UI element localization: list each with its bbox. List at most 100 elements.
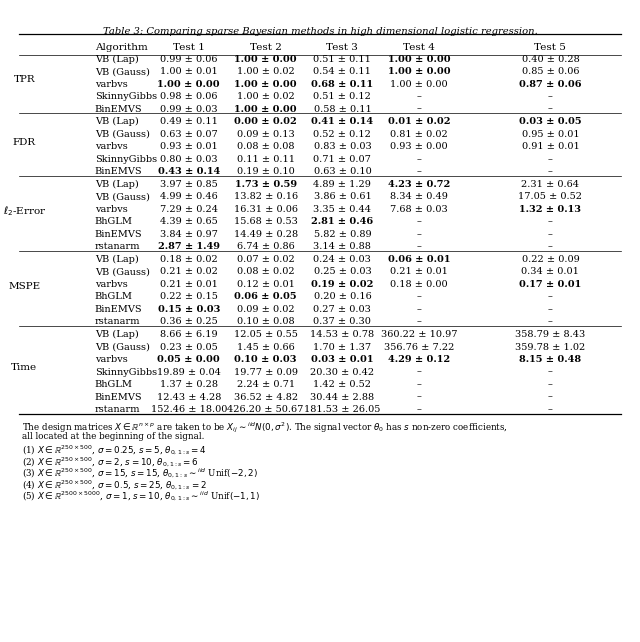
Text: VB (Lap): VB (Lap) xyxy=(95,55,138,64)
Text: 360.22 ± 10.97: 360.22 ± 10.97 xyxy=(381,330,458,339)
Text: 1.45 ± 0.66: 1.45 ± 0.66 xyxy=(237,343,294,352)
Text: The design matrices $X \in \mathbb{R}^{n \times p}$ are taken to be $X_{ij} \sim: The design matrices $X \in \mathbb{R}^{n… xyxy=(22,421,508,435)
Text: 8.34 ± 0.49: 8.34 ± 0.49 xyxy=(390,193,448,202)
Text: SkinnyGibbs: SkinnyGibbs xyxy=(95,155,157,164)
Text: 0.08 ± 0.08: 0.08 ± 0.08 xyxy=(237,143,294,152)
Text: 0.03 ± 0.01: 0.03 ± 0.01 xyxy=(311,355,374,364)
Text: 0.03 ± 0.05: 0.03 ± 0.05 xyxy=(519,117,582,126)
Text: Test 1: Test 1 xyxy=(173,43,205,52)
Text: 0.87 ± 0.06: 0.87 ± 0.06 xyxy=(519,80,582,89)
Text: 0.99 ± 0.06: 0.99 ± 0.06 xyxy=(160,55,218,64)
Text: 0.05 ± 0.00: 0.05 ± 0.00 xyxy=(157,355,220,364)
Text: FDR: FDR xyxy=(13,137,36,147)
Text: 0.81 ± 0.02: 0.81 ± 0.02 xyxy=(390,130,448,139)
Text: 3.14 ± 0.88: 3.14 ± 0.88 xyxy=(314,243,371,252)
Text: MSPE: MSPE xyxy=(8,282,40,291)
Text: –: – xyxy=(417,167,422,177)
Text: 1.73 ± 0.59: 1.73 ± 0.59 xyxy=(234,180,297,189)
Text: –: – xyxy=(417,155,422,164)
Text: 0.00 ± 0.02: 0.00 ± 0.02 xyxy=(234,117,297,126)
Text: 0.11 ± 0.11: 0.11 ± 0.11 xyxy=(237,155,294,164)
Text: varbvs: varbvs xyxy=(95,143,127,152)
Text: 1.42 ± 0.52: 1.42 ± 0.52 xyxy=(314,380,371,389)
Text: –: – xyxy=(417,367,422,377)
Text: 1.32 ± 0.13: 1.32 ± 0.13 xyxy=(520,205,581,214)
Text: 0.37 ± 0.30: 0.37 ± 0.30 xyxy=(314,318,371,327)
Text: 2.81 ± 0.46: 2.81 ± 0.46 xyxy=(311,217,374,227)
Text: 0.85 ± 0.06: 0.85 ± 0.06 xyxy=(522,67,579,76)
Text: (4) $X \in \mathbb{R}^{250 \times 500}$, $\sigma = 0.5$, $s = 25$, $\theta_{0,1:: (4) $X \in \mathbb{R}^{250 \times 500}$,… xyxy=(22,478,207,492)
Text: 19.89 ± 0.04: 19.89 ± 0.04 xyxy=(157,367,221,377)
Text: –: – xyxy=(417,105,422,114)
Text: 0.83 ± 0.03: 0.83 ± 0.03 xyxy=(314,143,371,152)
Text: 0.22 ± 0.09: 0.22 ± 0.09 xyxy=(522,255,579,264)
Text: 358.79 ± 8.43: 358.79 ± 8.43 xyxy=(515,330,586,339)
Text: 0.01 ± 0.02: 0.01 ± 0.02 xyxy=(388,117,451,126)
Text: Test 3: Test 3 xyxy=(326,43,358,52)
Text: –: – xyxy=(548,393,553,402)
Text: 0.24 ± 0.03: 0.24 ± 0.03 xyxy=(314,255,371,264)
Text: 0.51 ± 0.11: 0.51 ± 0.11 xyxy=(314,55,371,64)
Text: 4.39 ± 0.65: 4.39 ± 0.65 xyxy=(160,217,218,227)
Text: 1.00 ± 0.00: 1.00 ± 0.00 xyxy=(388,55,451,64)
Text: 0.08 ± 0.02: 0.08 ± 0.02 xyxy=(237,267,294,277)
Text: TPR: TPR xyxy=(13,75,35,84)
Text: 0.40 ± 0.28: 0.40 ± 0.28 xyxy=(522,55,579,64)
Text: 12.43 ± 4.28: 12.43 ± 4.28 xyxy=(157,393,221,402)
Text: 0.07 ± 0.02: 0.07 ± 0.02 xyxy=(237,255,294,264)
Text: Time: Time xyxy=(12,363,37,372)
Text: 181.53 ± 26.05: 181.53 ± 26.05 xyxy=(304,405,381,414)
Text: 0.19 ± 0.02: 0.19 ± 0.02 xyxy=(311,280,374,289)
Text: –: – xyxy=(417,380,422,389)
Text: BinEMVS: BinEMVS xyxy=(95,305,142,314)
Text: 0.25 ± 0.03: 0.25 ± 0.03 xyxy=(314,267,371,277)
Text: 4.89 ± 1.29: 4.89 ± 1.29 xyxy=(314,180,371,189)
Text: 0.21 ± 0.01: 0.21 ± 0.01 xyxy=(390,267,448,277)
Text: 4.99 ± 0.46: 4.99 ± 0.46 xyxy=(160,193,218,202)
Text: 3.86 ± 0.61: 3.86 ± 0.61 xyxy=(314,193,371,202)
Text: –: – xyxy=(548,92,553,101)
Text: varbvs: varbvs xyxy=(95,280,127,289)
Text: 0.23 ± 0.05: 0.23 ± 0.05 xyxy=(160,343,218,352)
Text: 2.24 ± 0.71: 2.24 ± 0.71 xyxy=(237,380,294,389)
Text: –: – xyxy=(548,155,553,164)
Text: 17.05 ± 0.52: 17.05 ± 0.52 xyxy=(518,193,582,202)
Text: –: – xyxy=(548,367,553,377)
Text: varbvs: varbvs xyxy=(95,205,127,214)
Text: 0.93 ± 0.00: 0.93 ± 0.00 xyxy=(390,143,448,152)
Text: 0.80 ± 0.03: 0.80 ± 0.03 xyxy=(160,155,218,164)
Text: 0.06 ± 0.01: 0.06 ± 0.01 xyxy=(388,255,451,264)
Text: 0.93 ± 0.01: 0.93 ± 0.01 xyxy=(160,143,218,152)
Text: –: – xyxy=(417,217,422,227)
Text: 0.21 ± 0.01: 0.21 ± 0.01 xyxy=(160,280,218,289)
Text: –: – xyxy=(417,230,422,239)
Text: 14.49 ± 0.28: 14.49 ± 0.28 xyxy=(234,230,298,239)
Text: VB (Gauss): VB (Gauss) xyxy=(95,343,150,352)
Text: Table 3: Comparing sparse Bayesian methods in high dimensional logistic regressi: Table 3: Comparing sparse Bayesian metho… xyxy=(102,27,538,36)
Text: 2.31 ± 0.64: 2.31 ± 0.64 xyxy=(522,180,579,189)
Text: 426.20 ± 50.67: 426.20 ± 50.67 xyxy=(227,405,304,414)
Text: 4.23 ± 0.72: 4.23 ± 0.72 xyxy=(388,180,451,189)
Text: varbvs: varbvs xyxy=(95,355,127,364)
Text: (2) $X \in \mathbb{R}^{250 \times 500}$, $\sigma = 2$, $s = 10$, $\theta_{0,1:s}: (2) $X \in \mathbb{R}^{250 \times 500}$,… xyxy=(22,455,199,469)
Text: –: – xyxy=(417,318,422,327)
Text: 0.99 ± 0.03: 0.99 ± 0.03 xyxy=(160,105,218,114)
Text: –: – xyxy=(548,305,553,314)
Text: –: – xyxy=(417,393,422,402)
Text: 1.00 ± 0.00: 1.00 ± 0.00 xyxy=(157,80,220,89)
Text: –: – xyxy=(417,293,422,302)
Text: 0.41 ± 0.14: 0.41 ± 0.14 xyxy=(311,117,374,126)
Text: rstanarm: rstanarm xyxy=(95,243,140,252)
Text: BhGLM: BhGLM xyxy=(95,380,132,389)
Text: Algorithm: Algorithm xyxy=(95,43,147,52)
Text: 8.15 ± 0.48: 8.15 ± 0.48 xyxy=(519,355,582,364)
Text: –: – xyxy=(548,217,553,227)
Text: 0.10 ± 0.08: 0.10 ± 0.08 xyxy=(237,318,294,327)
Text: Test 4: Test 4 xyxy=(403,43,435,52)
Text: 0.43 ± 0.14: 0.43 ± 0.14 xyxy=(157,167,220,177)
Text: –: – xyxy=(417,305,422,314)
Text: 3.35 ± 0.44: 3.35 ± 0.44 xyxy=(314,205,371,214)
Text: 0.09 ± 0.02: 0.09 ± 0.02 xyxy=(237,305,294,314)
Text: 0.91 ± 0.01: 0.91 ± 0.01 xyxy=(522,143,579,152)
Text: –: – xyxy=(548,167,553,177)
